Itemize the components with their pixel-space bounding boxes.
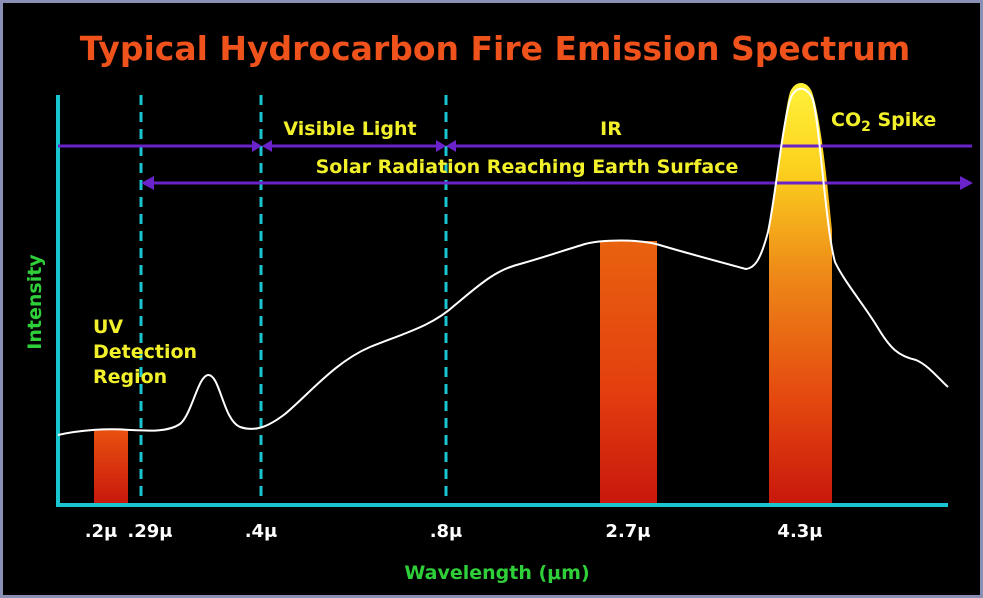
solar-radiation-label: Solar Radiation Reaching Earth Surface: [316, 156, 739, 178]
tick-label: .29μ: [127, 521, 172, 542]
uv-range-arrowhead: [252, 140, 262, 152]
solar-left-arrowhead: [141, 176, 154, 190]
emission-curve: [57, 87, 949, 436]
h2o-emission-bar: [600, 241, 657, 505]
tick-label: .8μ: [430, 521, 463, 542]
visible-left-arrowhead: [262, 140, 272, 152]
y-axis-label: Intensity: [24, 254, 46, 350]
tick-label: 4.3μ: [777, 521, 822, 542]
tick-label: .4μ: [245, 521, 278, 542]
co2-prefix: CO: [831, 109, 861, 131]
visible-right-arrowhead: [436, 140, 446, 152]
uv-label-line2: Detection: [93, 341, 197, 363]
uv-label-line3: Region: [93, 366, 167, 388]
solar-right-arrowhead: [960, 176, 973, 190]
visible-light-label: Visible Light: [283, 118, 416, 140]
co2-spike-bar: [769, 83, 832, 505]
ir-label: IR: [600, 118, 622, 140]
co2-suffix: Spike: [871, 109, 936, 131]
uv-emission-bar: [94, 430, 128, 505]
co2-spike-label: CO2 Spike: [831, 109, 936, 135]
co2-subscript: 2: [861, 119, 871, 135]
diagram-title: Typical Hydrocarbon Fire Emission Spectr…: [80, 29, 911, 68]
x-axis-label: Wavelength (μm): [404, 562, 589, 584]
tick-label: 2.7μ: [605, 521, 650, 542]
uv-label-line1: UV: [93, 316, 123, 338]
tick-label: .2μ: [85, 521, 118, 542]
ir-left-arrowhead: [446, 140, 456, 152]
